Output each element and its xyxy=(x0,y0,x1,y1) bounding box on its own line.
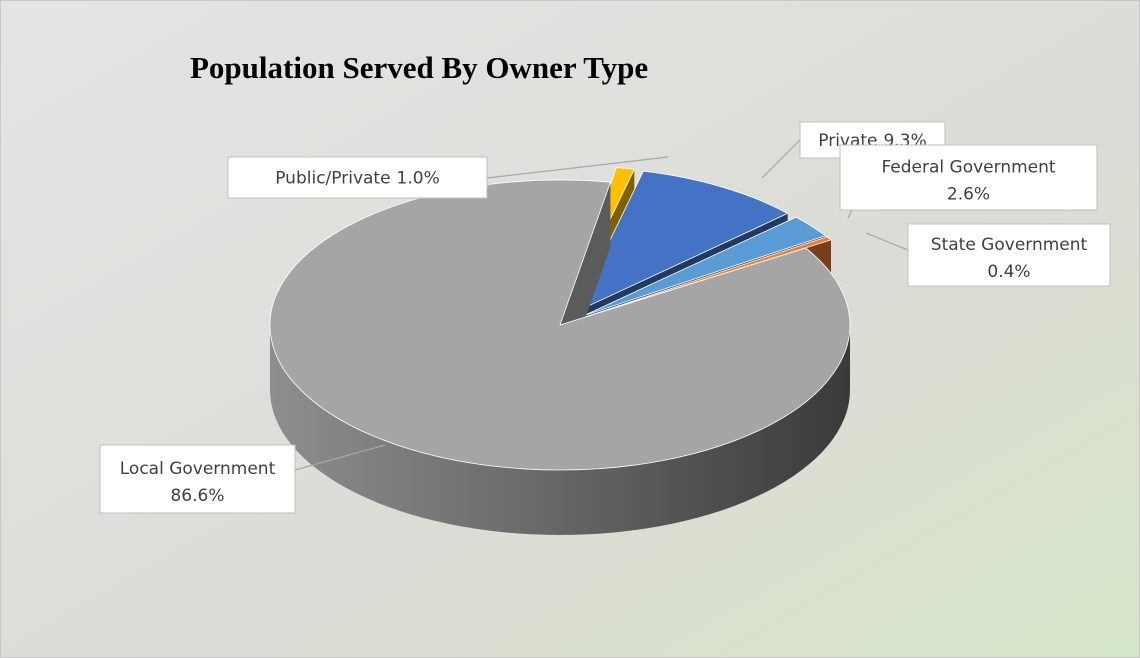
label-box xyxy=(839,144,1098,211)
chart-title: Population Served By Owner Type xyxy=(190,50,648,85)
label-name: Local Government xyxy=(120,459,276,479)
label-box xyxy=(99,444,296,514)
label-name: Public/Private xyxy=(275,169,390,189)
label-value: 86.6% xyxy=(170,486,224,506)
labels: Public/Private 1.0%Private 9.3%Federal Gov… xyxy=(99,121,1111,514)
label-value: 2.6% xyxy=(947,185,990,205)
data-label: State Government 0.4% xyxy=(931,235,1088,282)
label-box xyxy=(907,223,1111,287)
label-value: 1.0% xyxy=(397,169,440,189)
slice-wall xyxy=(270,325,850,535)
slice xyxy=(585,236,832,318)
label-name: State Government xyxy=(931,235,1088,255)
leader-line xyxy=(761,139,801,179)
data-label: Federal Government 2.6% xyxy=(881,158,1055,205)
slice xyxy=(583,216,827,317)
leader-line xyxy=(847,209,853,219)
label-box xyxy=(227,156,488,199)
leader-line xyxy=(294,444,386,471)
slice xyxy=(269,179,851,471)
data-label: Public/Private 1.0% xyxy=(275,169,440,189)
pie xyxy=(269,167,851,535)
leader-line xyxy=(865,232,909,251)
label-value: 0.4% xyxy=(987,262,1030,282)
leader-line xyxy=(486,156,669,179)
data-label: Local Government 86.6% xyxy=(120,459,276,506)
label-name: Federal Government xyxy=(881,158,1055,178)
slice xyxy=(574,170,789,313)
